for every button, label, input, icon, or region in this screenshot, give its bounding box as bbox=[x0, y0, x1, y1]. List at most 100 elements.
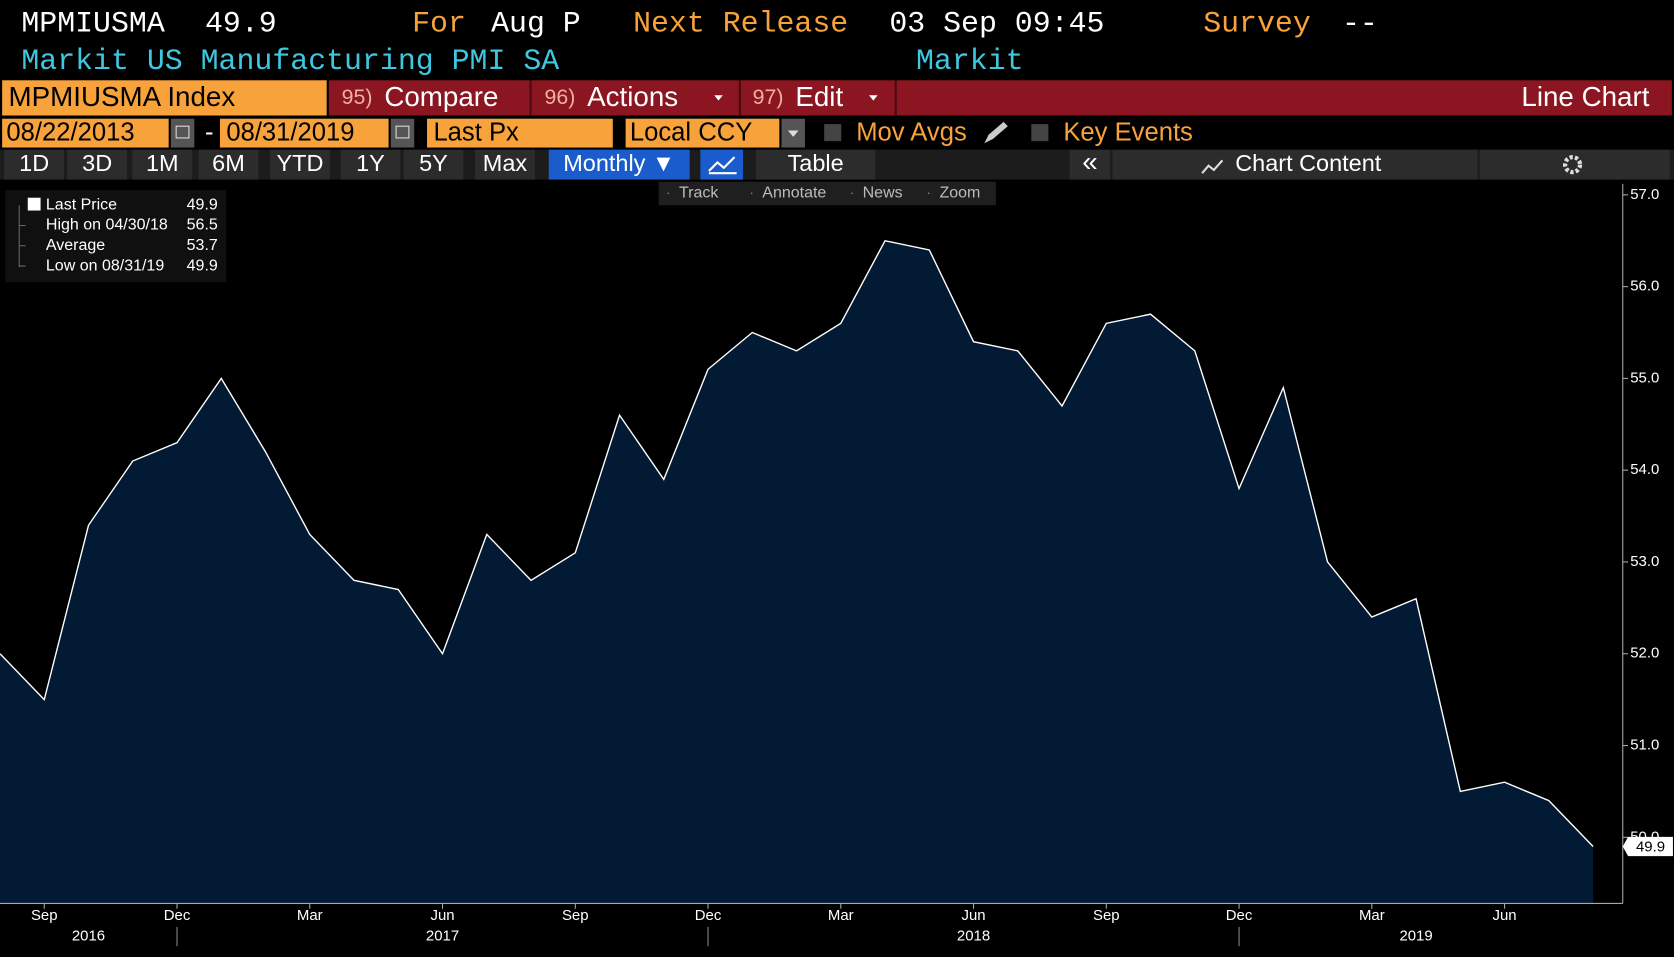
last-value-flag bbox=[1622, 836, 1673, 857]
x-tick-label: Sep bbox=[1093, 907, 1120, 924]
tool[interactable]: News bbox=[863, 185, 903, 202]
period-button[interactable] bbox=[403, 149, 464, 180]
legend-value: 53.7 bbox=[187, 237, 218, 254]
gear-icon bbox=[1562, 155, 1583, 175]
period[interactable]: 1M bbox=[146, 150, 179, 176]
key-events[interactable]: Key Events bbox=[1063, 118, 1193, 146]
x-tick-label: Mar bbox=[297, 907, 323, 924]
year-label: 2018 bbox=[957, 927, 990, 944]
period-button[interactable] bbox=[340, 149, 401, 180]
end-date-box[interactable] bbox=[219, 118, 389, 148]
x-tick-label: Jun bbox=[1493, 907, 1517, 924]
chart-style-icon bbox=[708, 156, 737, 175]
survey-value: -- bbox=[1342, 7, 1378, 41]
next-release-value: 03 Sep 09:45 bbox=[889, 7, 1104, 41]
x-tick-label: Dec bbox=[695, 907, 722, 924]
collapse-button[interactable] bbox=[1069, 149, 1111, 180]
last-value: 49.9 bbox=[205, 7, 277, 41]
checkbox[interactable] bbox=[1031, 124, 1049, 142]
dropdown-arrow bbox=[787, 130, 799, 137]
chart-content[interactable]: Chart Content bbox=[1235, 150, 1382, 176]
legend-value: 56.5 bbox=[187, 217, 218, 234]
period-button[interactable] bbox=[67, 149, 128, 180]
x-tick-label: Mar bbox=[828, 907, 854, 924]
year-label: 2017 bbox=[426, 927, 459, 944]
x-tick-label: Jun bbox=[430, 907, 454, 924]
pencil-icon[interactable] bbox=[984, 121, 1008, 144]
dropdown-arrow bbox=[714, 95, 723, 101]
menu-number[interactable]: 97) bbox=[753, 85, 784, 109]
calendar-icon[interactable] bbox=[390, 118, 415, 148]
period-button[interactable] bbox=[4, 149, 65, 180]
period[interactable]: 1D bbox=[19, 150, 49, 176]
menu-actions[interactable]: Actions bbox=[587, 81, 678, 112]
tool-icon: · bbox=[749, 185, 753, 200]
legend-swatch bbox=[27, 197, 41, 211]
last-value-label: 49.9 bbox=[1636, 839, 1665, 856]
menu-bar bbox=[328, 80, 1672, 116]
y-tick-label: 57.0 bbox=[1630, 186, 1659, 203]
period-button[interactable] bbox=[270, 149, 330, 180]
period[interactable]: YTD bbox=[277, 150, 324, 176]
period-button[interactable] bbox=[132, 149, 193, 180]
legend-box bbox=[5, 190, 227, 283]
price-line bbox=[0, 239, 1594, 847]
next-release-label: Next Release bbox=[633, 7, 848, 41]
menu-number[interactable]: 96) bbox=[544, 85, 575, 109]
end-date[interactable]: 08/31/2019 bbox=[226, 118, 354, 146]
table[interactable]: Table bbox=[788, 150, 844, 176]
y-tick-label: 51.0 bbox=[1630, 736, 1659, 753]
settings-button[interactable] bbox=[1479, 149, 1670, 180]
survey-label: Survey bbox=[1203, 7, 1311, 41]
field-box[interactable] bbox=[427, 118, 613, 148]
period[interactable]: 6M bbox=[212, 150, 245, 176]
calendar-glyph bbox=[395, 125, 410, 139]
date-dash: - bbox=[205, 118, 214, 146]
collapse[interactable]: « bbox=[1082, 146, 1097, 177]
separator bbox=[894, 80, 897, 116]
x-tick-label: Sep bbox=[562, 907, 589, 924]
y-tick-label: 56.0 bbox=[1630, 278, 1659, 295]
y-tick-label: 52.0 bbox=[1630, 645, 1659, 662]
period-button[interactable] bbox=[475, 149, 535, 180]
security-input[interactable]: MPMIUSMA Index bbox=[9, 81, 236, 112]
checkbox[interactable] bbox=[824, 124, 842, 142]
x-tick-label: Dec bbox=[164, 907, 191, 924]
year-label: 2016 bbox=[72, 927, 105, 944]
chart-style-button[interactable] bbox=[700, 149, 744, 180]
start-date[interactable]: 08/22/2013 bbox=[6, 118, 134, 146]
menu-number[interactable]: 95) bbox=[342, 85, 373, 109]
chart-content-button[interactable] bbox=[1112, 149, 1478, 180]
tool-icon: · bbox=[927, 185, 931, 200]
currency-box[interactable] bbox=[625, 118, 780, 148]
tool[interactable]: Annotate bbox=[762, 185, 826, 202]
menu-compare[interactable]: Compare bbox=[384, 81, 498, 112]
tool-icon: · bbox=[666, 185, 670, 200]
period[interactable]: 5Y bbox=[419, 150, 448, 176]
security-box[interactable] bbox=[2, 80, 327, 116]
year-label: 2019 bbox=[1399, 927, 1432, 944]
field[interactable]: Last Px bbox=[433, 118, 519, 146]
period[interactable]: 3D bbox=[82, 150, 112, 176]
mov-avgs[interactable]: Mov Avgs bbox=[856, 118, 967, 146]
tool[interactable]: Zoom bbox=[939, 185, 980, 202]
y-tick-label: 55.0 bbox=[1630, 369, 1659, 386]
x-tick-label: Dec bbox=[1226, 907, 1253, 924]
frequency-box[interactable] bbox=[548, 149, 690, 180]
calendar-icon[interactable] bbox=[170, 118, 195, 148]
period[interactable]: Max bbox=[483, 150, 528, 176]
tool-icon: · bbox=[850, 185, 854, 200]
tool[interactable]: Track bbox=[679, 185, 719, 202]
frequency[interactable]: Monthly ▼ bbox=[563, 150, 675, 176]
currency[interactable]: Local CCY bbox=[630, 118, 752, 146]
chart-type: Line Chart bbox=[1521, 81, 1649, 112]
period[interactable]: 1Y bbox=[356, 150, 385, 176]
start-date-box[interactable] bbox=[2, 118, 169, 148]
for-label: For bbox=[412, 7, 466, 41]
table-button[interactable] bbox=[755, 149, 876, 180]
period-button[interactable] bbox=[198, 149, 259, 180]
x-tick-label: Jun bbox=[961, 907, 985, 924]
menu-edit[interactable]: Edit bbox=[795, 81, 843, 112]
